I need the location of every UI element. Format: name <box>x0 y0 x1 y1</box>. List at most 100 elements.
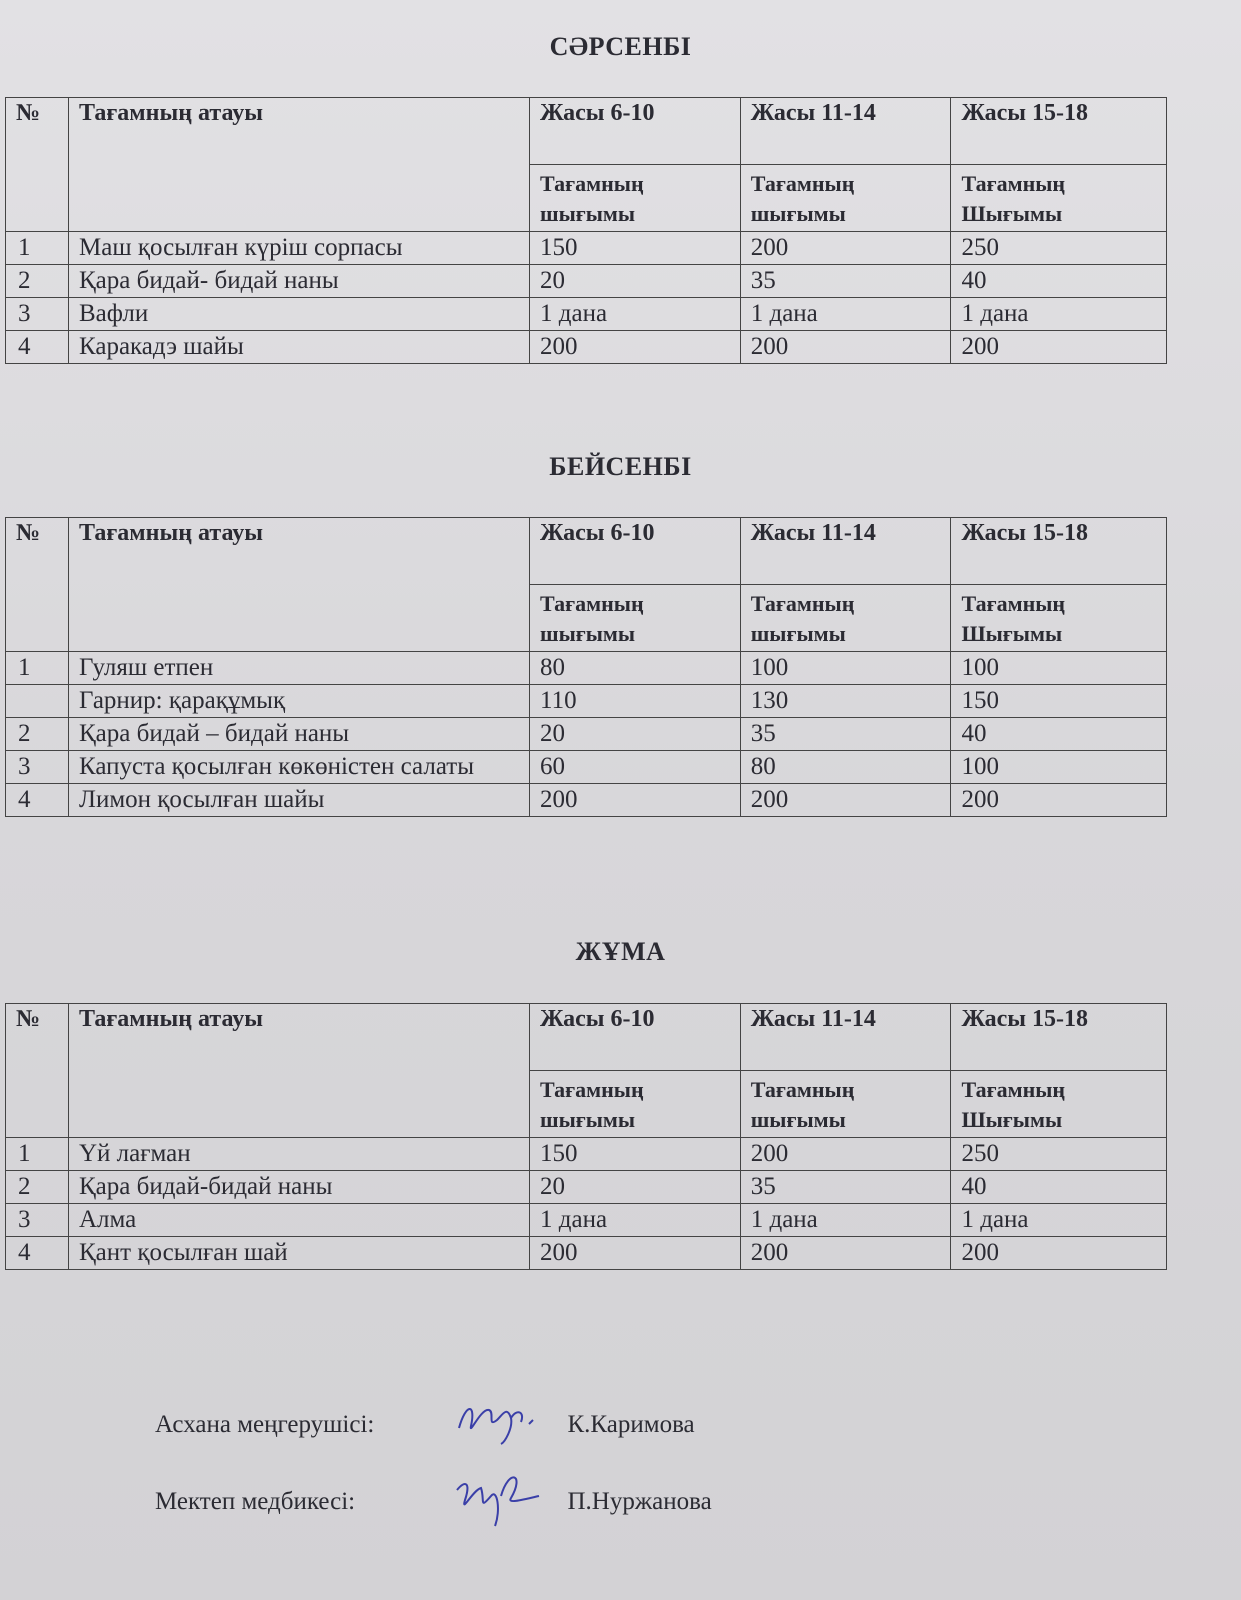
header-number: № <box>5 1003 69 1138</box>
table-row: 2 Қара бидай-бидай наны 20 35 40 <box>5 1170 1167 1204</box>
portion-value: 150 <box>529 231 741 265</box>
portion-value: 150 <box>950 684 1167 718</box>
portion-value: 1 дана <box>950 297 1167 331</box>
row-number: 3 <box>5 297 69 331</box>
table-row: Гарнир: қарақұмық 110 130 150 <box>5 684 1167 718</box>
portion-value: 200 <box>739 330 952 364</box>
dish-name: Қант қосылған шай <box>68 1236 530 1270</box>
header-age-group: Жасы 11-14 <box>739 97 952 165</box>
row-number: 1 <box>5 651 69 685</box>
signatory-name: П.Нуржанова <box>567 1488 712 1516</box>
portion-value: 200 <box>529 330 741 364</box>
portion-value: 200 <box>529 783 741 817</box>
day-title: ЖҰМА <box>575 937 666 966</box>
header-yield: Тағамның шығымы <box>529 164 741 232</box>
menu-table: № Тағамның атауы Жасы 6-10 Жасы 11-14 Жасы 1… <box>5 1003 1167 1270</box>
row-number: 2 <box>5 1170 69 1204</box>
dish-name: Капуста қосылған көкөністен салаты <box>68 750 530 784</box>
row-number: 4 <box>5 1236 69 1270</box>
header-yield: Тағамның Шығымы <box>950 584 1167 652</box>
signature-line-school-nurse: Мектеп медбикесі: П.Нуржанова <box>155 1470 712 1537</box>
header-age-group: Жасы 6-10 <box>529 1003 741 1071</box>
portion-value: 80 <box>739 750 952 784</box>
table-row: 1 Үй лағман 150 200 250 <box>5 1137 1167 1171</box>
header-yield: Тағамның шығымы <box>739 584 952 652</box>
portion-value: 200 <box>950 1236 1167 1270</box>
header-row: Тағамның шығымы Тағамның шығымы Тағамның Ш… <box>6 164 1167 232</box>
header-row: № Тағамның атауы Жасы 6-10 Жасы 11-14 Жасы 1… <box>5 97 1167 232</box>
day-title: СӘРСЕНБІ <box>549 32 692 61</box>
header-row: Тағамның шығымы Тағамның шығымы Тағамның Ш… <box>6 1070 1167 1138</box>
table-row: 2 Қара бидай – бидай наны 20 35 40 <box>5 717 1167 751</box>
header-age-group: Жасы 11-14 <box>739 517 952 585</box>
portion-value: 200 <box>950 330 1167 364</box>
portion-value: 200 <box>739 1236 952 1270</box>
menu-table: № Тағамның атауы Жасы 6-10 Жасы 11-14 Жасы 1… <box>5 517 1167 817</box>
portion-value: 40 <box>950 264 1167 298</box>
row-number: 4 <box>5 330 69 364</box>
table-row: 4 Қант қосылған шай 200 200 200 <box>5 1236 1167 1270</box>
portion-value: 200 <box>529 1236 741 1270</box>
portion-value: 1 дана <box>950 1203 1167 1237</box>
portion-value: 200 <box>950 783 1167 817</box>
portion-value: 110 <box>529 684 741 718</box>
dish-name: Алма <box>68 1203 530 1237</box>
portion-value: 35 <box>739 1170 952 1204</box>
portion-value: 40 <box>950 1170 1167 1204</box>
portion-value: 1 дана <box>529 1203 741 1237</box>
signature-line-kitchen-head: Асхана меңгерушісі: К.Каримова <box>155 1398 695 1455</box>
signature-role: Мектеп медбикесі: <box>155 1488 356 1516</box>
header-age-group: Жасы 15-18 <box>950 517 1167 585</box>
portion-value: 60 <box>529 750 741 784</box>
header-yield: Тағамның Шығымы <box>950 164 1167 232</box>
row-number: 1 <box>5 231 69 265</box>
dish-name: Қара бидай – бидай наны <box>68 717 530 751</box>
header-yield: Тағамның шығымы <box>529 584 741 652</box>
portion-value: 40 <box>950 717 1167 751</box>
header-yield: Тағамның шығымы <box>739 164 952 232</box>
portion-value: 1 дана <box>739 1203 952 1237</box>
header-age-group: Жасы 15-18 <box>950 1003 1167 1071</box>
row-number: 3 <box>5 1203 69 1237</box>
portion-value: 35 <box>739 717 952 751</box>
row-number: 3 <box>5 750 69 784</box>
header-age-group: Жасы 15-18 <box>950 97 1167 165</box>
header-age-group: Жасы 11-14 <box>739 1003 952 1071</box>
portion-value: 20 <box>529 264 741 298</box>
menu-table: № Тағамның атауы Жасы 6-10 Жасы 11-14 Жасы 1… <box>5 97 1167 364</box>
row-number: 2 <box>5 717 69 751</box>
portion-value: 35 <box>739 264 952 298</box>
table-row: 2 Қара бидай- бидай наны 20 35 40 <box>5 264 1167 298</box>
portion-value: 1 дана <box>529 297 741 331</box>
header-dish-name: Тағамның атауы <box>68 97 530 232</box>
table-row: 4 Лимон қосылған шайы 200 200 200 <box>5 783 1167 817</box>
dish-name: Гуляш етпен <box>68 651 530 685</box>
portion-value: 200 <box>739 231 952 265</box>
portion-value: 100 <box>739 651 952 685</box>
dish-name: Лимон қосылған шайы <box>68 783 530 817</box>
row-number: 1 <box>5 1137 69 1171</box>
header-number: № <box>5 517 69 652</box>
portion-value: 20 <box>529 1170 741 1204</box>
dish-name: Вафли <box>68 297 530 331</box>
portion-value: 100 <box>950 750 1167 784</box>
portion-value: 20 <box>529 717 741 751</box>
row-number: 4 <box>5 783 69 817</box>
header-age-group: Жасы 6-10 <box>529 517 741 585</box>
portion-value: 200 <box>739 1137 952 1171</box>
header-yield: Тағамның шығымы <box>529 1070 741 1138</box>
portion-value: 100 <box>950 651 1167 685</box>
table-row: 3 Алма 1 дана 1 дана 1 дана <box>5 1203 1167 1237</box>
header-yield: Тағамның шығымы <box>739 1070 952 1138</box>
portion-value: 80 <box>529 651 741 685</box>
portion-value: 250 <box>950 1137 1167 1171</box>
header-dish-name: Тағамның атауы <box>68 1003 530 1138</box>
table-row: 4 Каракадэ шайы 200 200 200 <box>5 330 1167 364</box>
handwritten-signature <box>451 1470 551 1537</box>
dish-name: Қара бидай-бидай наны <box>68 1170 530 1204</box>
table-row: 3 Вафли 1 дана 1 дана 1 дана <box>5 297 1167 331</box>
handwritten-signature <box>451 1398 551 1455</box>
signature-role: Асхана меңгерушісі: <box>155 1411 375 1439</box>
header-dish-name: Тағамның атауы <box>68 517 530 652</box>
portion-value: 150 <box>529 1137 741 1171</box>
